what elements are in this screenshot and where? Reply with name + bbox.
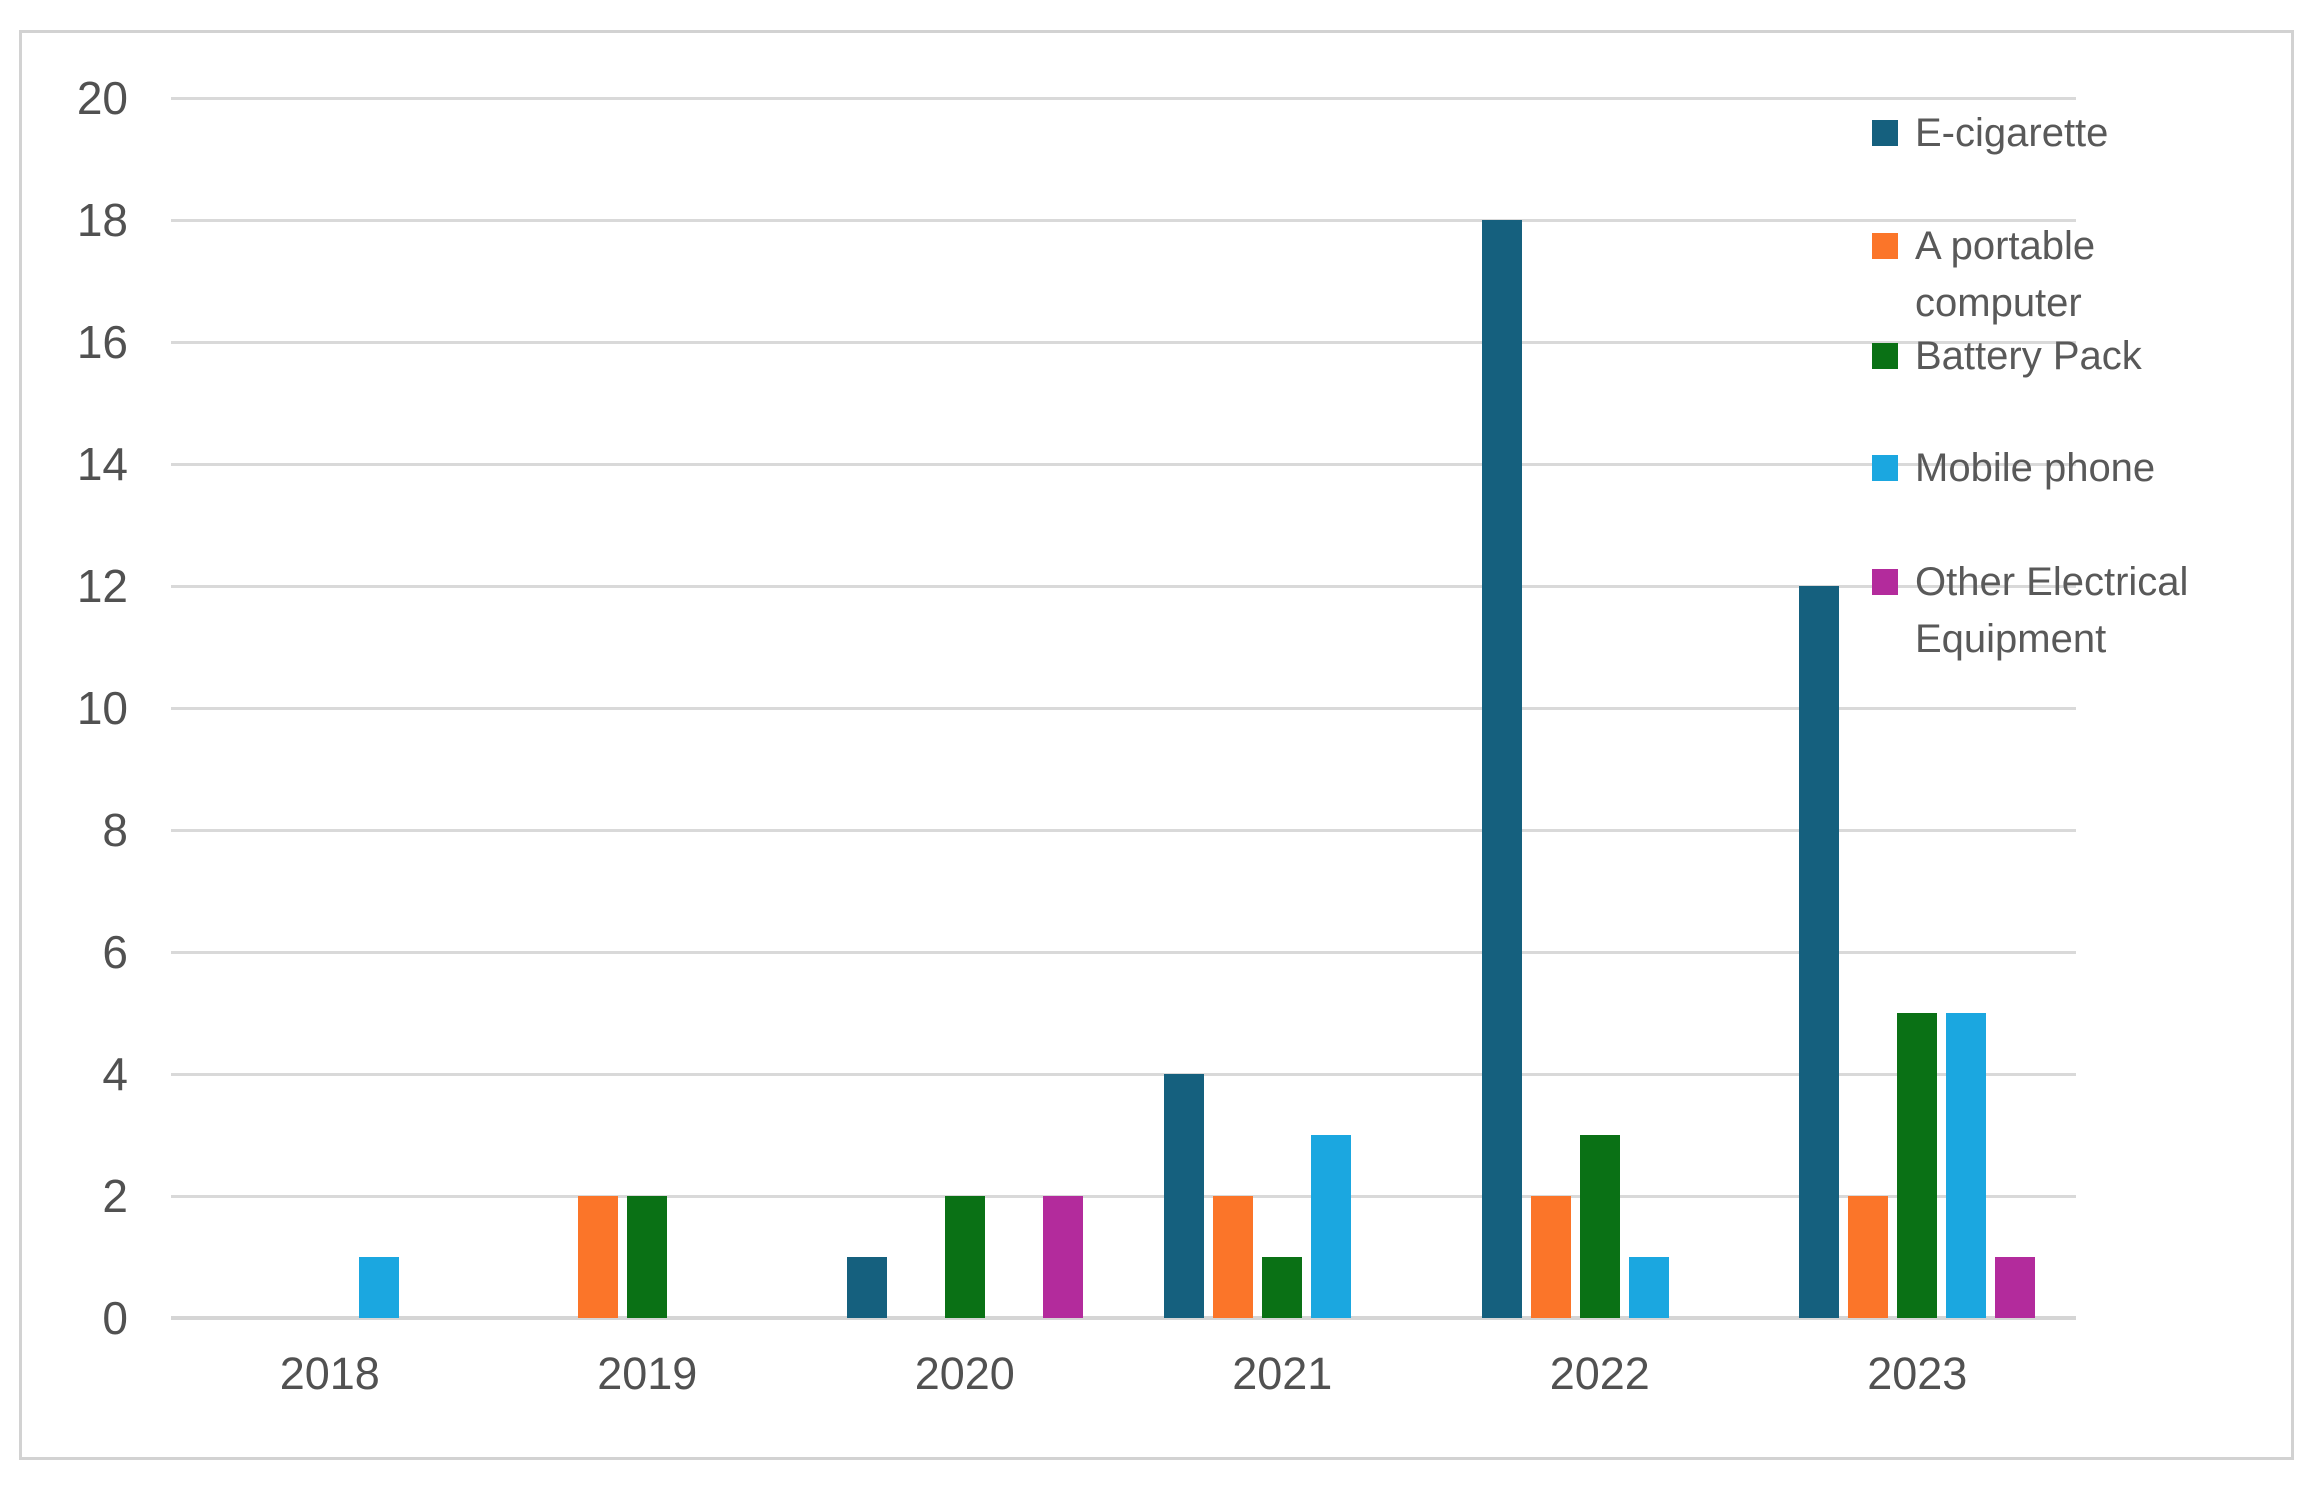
y-tick-label-12: 12 (76, 560, 128, 612)
gridline-y-8 (171, 829, 2076, 832)
x-axis-line (171, 1316, 2076, 1320)
bar-a-portable-computer-2019 (578, 1196, 619, 1318)
bar-e-cigarette-2021 (1164, 1074, 1205, 1318)
chart-frame: 0 2 4 6 8 10 12 14 16 18 20 2018 2019 2020 2021 2022 20… (19, 30, 2294, 1460)
bar-mobile-phone-2021 (1311, 1135, 1352, 1318)
bar-mobile-phone-2023 (1946, 1013, 1987, 1318)
gridline-y-6 (171, 951, 2076, 954)
y-tick-label-4: 4 (102, 1048, 128, 1100)
x-tick-label-2021: 2021 (1232, 1348, 1333, 1399)
bar-mobile-phone-2022 (1628, 1257, 1669, 1318)
bar-battery-pack-2020 (944, 1196, 985, 1318)
x-tick-label-2022: 2022 (1549, 1348, 1650, 1399)
y-tick-label-14: 14 (76, 438, 128, 490)
y-tick-label-16: 16 (76, 316, 128, 368)
gridline-y-10 (171, 707, 2076, 710)
bar-other-electrical-equipment-2020 (1042, 1196, 1083, 1318)
gridline-y-18 (171, 219, 2076, 222)
gridline-y-14 (171, 463, 2076, 466)
y-tick-label-2: 2 (102, 1170, 128, 1222)
gridline-y-20 (171, 97, 2076, 100)
bar-e-cigarette-2020 (846, 1257, 887, 1318)
y-tick-label-18: 18 (76, 194, 128, 246)
x-tick-label-2020: 2020 (914, 1348, 1015, 1399)
bar-other-electrical-equipment-2023 (1995, 1257, 2036, 1318)
x-tick-label-2023: 2023 (1867, 1348, 1968, 1399)
gridline-y-4 (171, 1073, 2076, 1076)
bar-battery-pack-2023 (1897, 1013, 1938, 1318)
y-tick-label-6: 6 (102, 926, 128, 978)
bar-a-portable-computer-2021 (1213, 1196, 1254, 1318)
bar-battery-pack-2019 (627, 1196, 668, 1318)
y-tick-label-8: 8 (102, 804, 128, 856)
bar-battery-pack-2021 (1262, 1257, 1303, 1318)
bar-e-cigarette-2022 (1481, 220, 1522, 1318)
bar-mobile-phone-2018 (358, 1257, 399, 1318)
bar-a-portable-computer-2023 (1848, 1196, 1889, 1318)
y-tick-label-20: 20 (76, 72, 128, 124)
gridline-y-2 (171, 1195, 2076, 1198)
gridline-y-16 (171, 341, 2076, 344)
bar-a-portable-computer-2022 (1530, 1196, 1571, 1318)
x-tick-label-2018: 2018 (279, 1348, 380, 1399)
x-tick-label-2019: 2019 (597, 1348, 698, 1399)
y-tick-label-10: 10 (76, 682, 128, 734)
gridline-y-12 (171, 585, 2076, 588)
bar-battery-pack-2022 (1579, 1135, 1620, 1318)
y-tick-label-0: 0 (102, 1292, 128, 1344)
bar-e-cigarette-2023 (1799, 586, 1840, 1318)
